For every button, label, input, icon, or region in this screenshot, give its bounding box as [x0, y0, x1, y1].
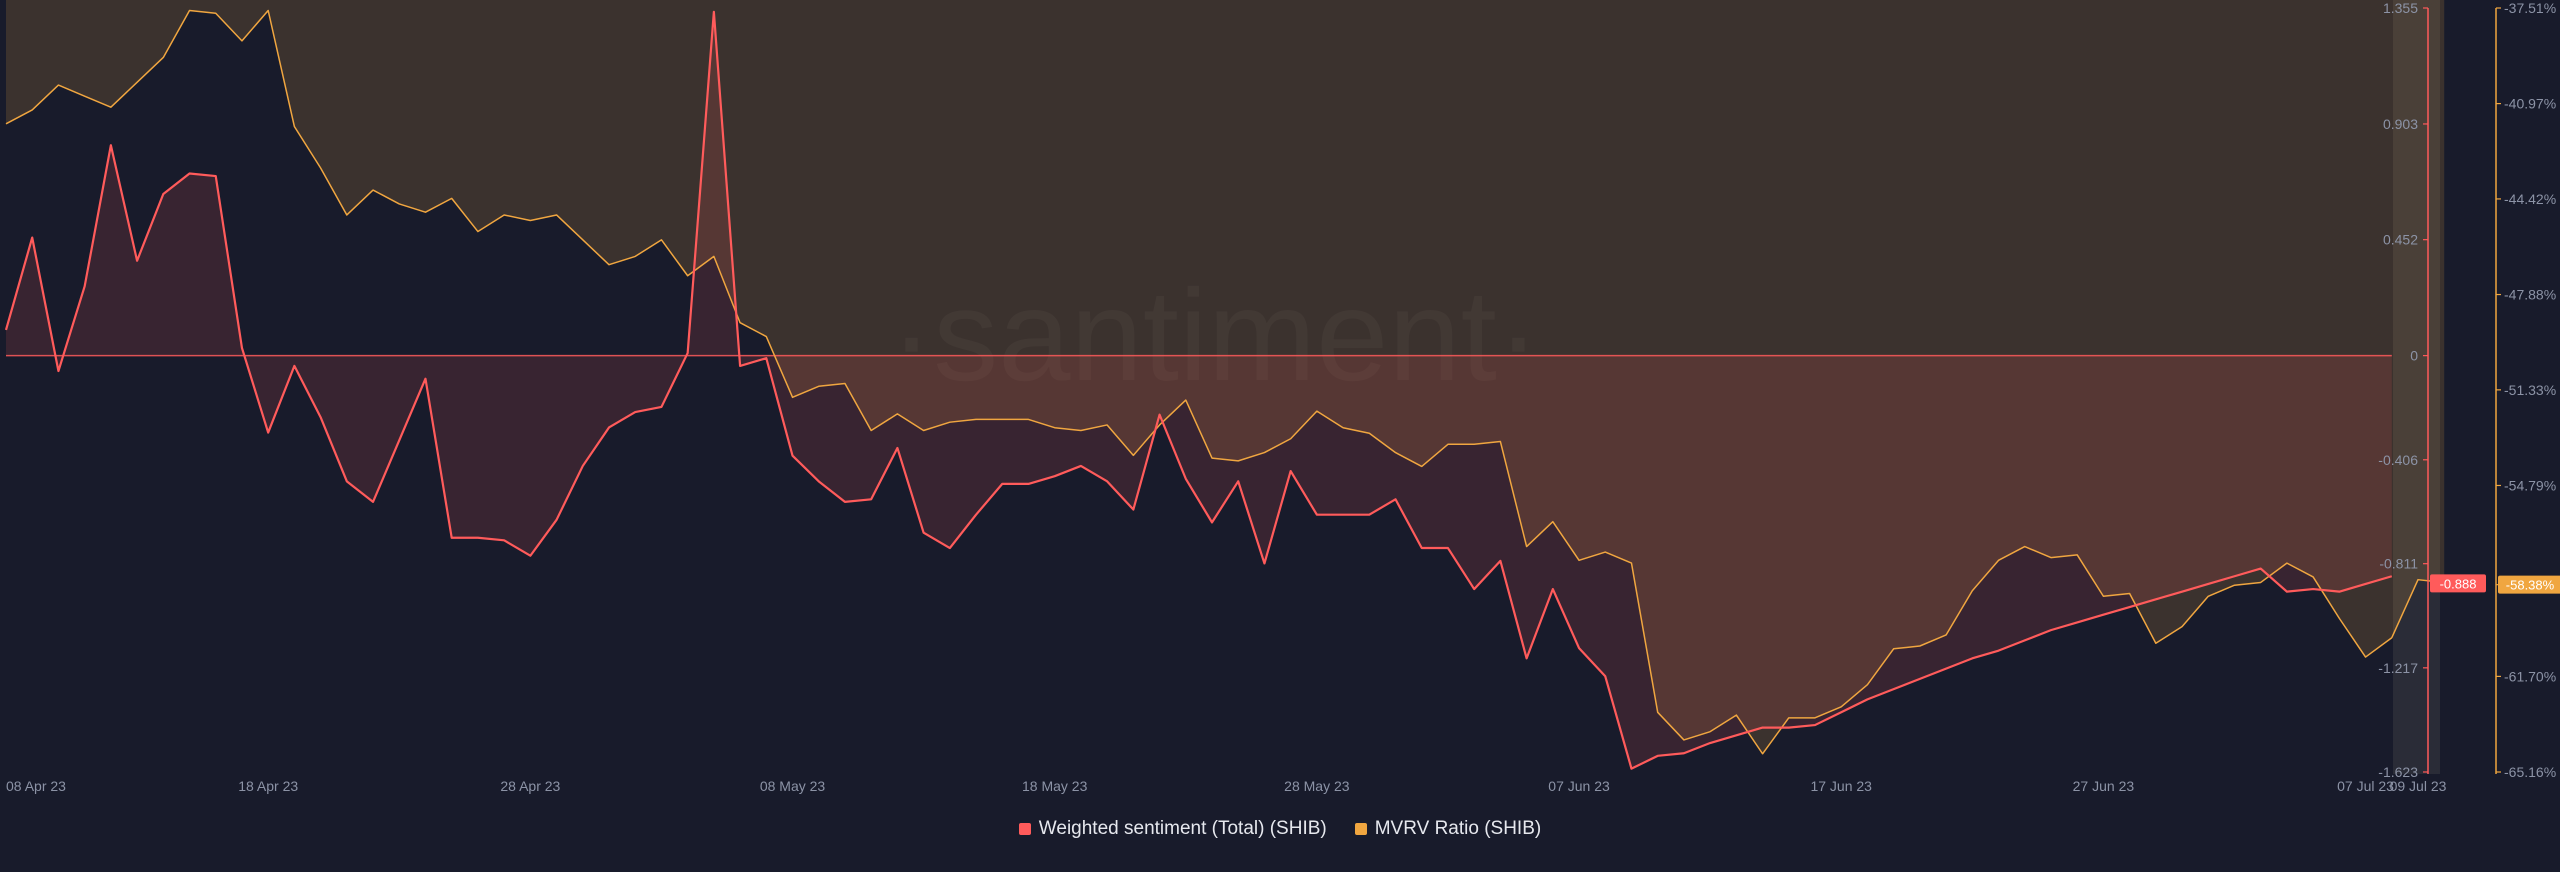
mvrv-current-value-badge-bg	[2498, 575, 2560, 594]
mvrv-axis-tick-label: -47.88%	[2504, 287, 2556, 303]
x-axis-tick-label: 27 Jun 23	[2073, 778, 2135, 794]
sentiment-axis-tick-label: -0.811	[2379, 556, 2418, 572]
x-axis-tick-label: 18 Apr 23	[238, 778, 298, 794]
x-axis-tick-label: 08 May 23	[760, 778, 826, 794]
mvrv-axis-tick-label: -65.16%	[2504, 764, 2556, 780]
future-area-panel	[2393, 0, 2440, 774]
legend-label-mvrv: MVRV Ratio (SHIB)	[1374, 818, 1542, 839]
legend-label-sentiment: Weighted sentiment (Total) (SHIB)	[1038, 818, 1327, 839]
legend-swatch-mvrv	[1354, 823, 1367, 835]
series-lines	[4, 9, 2445, 770]
x-axis-tick-label: 08 Apr 23	[6, 778, 66, 794]
mvrv-axis-tick-label: -51.33%	[2504, 382, 2556, 398]
x-axis-tick-label: 07 Jun 23	[1548, 778, 1610, 794]
x-axis-tick-label: 18 May 23	[1022, 778, 1088, 794]
sentiment-axis-tick-label: 0	[2410, 348, 2418, 364]
sentiment-current-value-badge-bg	[2430, 574, 2486, 593]
sentiment-axis-tick-label: -1.217	[2378, 660, 2418, 676]
legend: Weighted sentiment (Total) (SHIB) MVRV R…	[0, 818, 2560, 840]
sentiment-axis-tick-label: 0.903	[2383, 116, 2418, 132]
mvrv-axis-tick-label: -61.70%	[2504, 668, 2556, 684]
mvrv-axis-tick-label: -40.97%	[2504, 96, 2556, 112]
mvrv-axis-tick-label: -44.42%	[2504, 191, 2556, 207]
mvrv-axis-tick-label: -37.51%	[2504, 0, 2556, 16]
sentiment-area	[6, 11, 2392, 769]
series-fills	[6, 0, 2445, 769]
mvrv-line	[5, 9, 2445, 755]
x-axis-tick-label: 17 Jun 23	[1810, 778, 1872, 794]
sentiment-axis-tick-label: -1.623	[2378, 764, 2418, 780]
legend-item-mvrv[interactable]: MVRV Ratio (SHIB)	[1354, 818, 1542, 840]
x-axis-tick-label: 07 Jul 23	[2337, 778, 2394, 794]
sentiment-line	[4, 10, 2393, 770]
mvrv-current-value-badge: -58.38%	[2506, 578, 2555, 593]
mvrv-area	[6, 0, 2445, 754]
legend-item-sentiment[interactable]: Weighted sentiment (Total) (SHIB)	[1018, 818, 1327, 840]
value-badges: -0.888 -58.38%	[2430, 574, 2560, 594]
x-axis-tick-label: 28 May 23	[1284, 778, 1350, 794]
sentiment-axis-tick-label: 0.452	[2383, 232, 2418, 248]
x-axis-tick-label: 28 Apr 23	[500, 778, 560, 794]
sentiment-axis-tick-label: 1.355	[2383, 0, 2418, 16]
sentiment-current-value-badge: -0.888	[2440, 576, 2477, 591]
legend-swatch-sentiment	[1018, 823, 1031, 835]
sentiment-axis-tick-label: -0.406	[2378, 452, 2418, 468]
x-axis-tick-label: 09 Jul 23	[2390, 778, 2447, 794]
mvrv-axis-tick-label: -54.79%	[2504, 477, 2556, 493]
